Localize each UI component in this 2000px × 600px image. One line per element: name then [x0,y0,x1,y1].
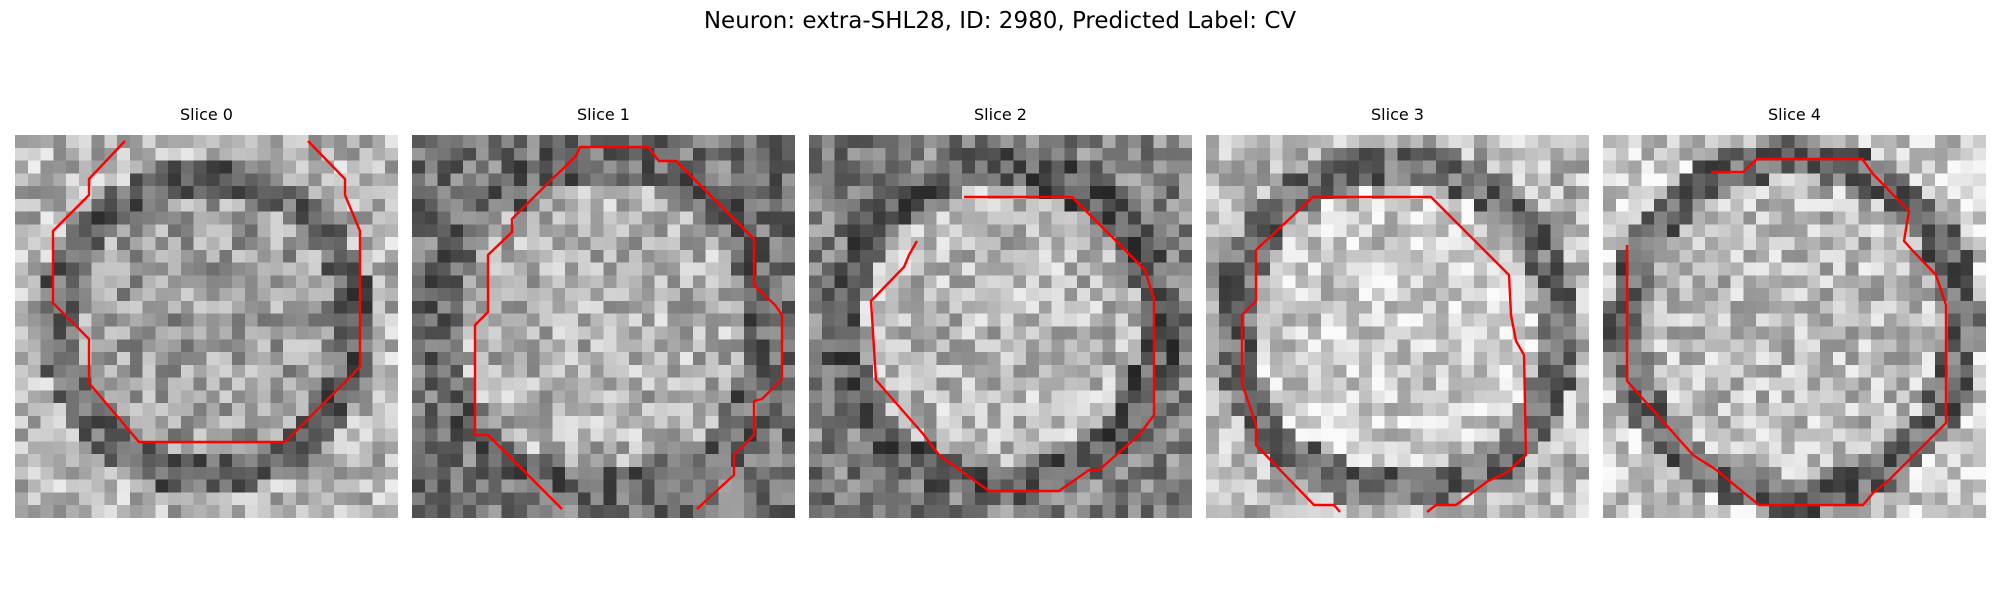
slice-panel-3: Slice 3 [1206,105,1589,518]
roi-contour-1 [473,145,784,510]
roi-contour-4 [1625,157,1948,507]
roi-contour-2 [869,195,1156,493]
slice-panel-4: Slice 4 [1603,105,1986,518]
slice-panel-1: Slice 1 [412,105,795,518]
roi-contour-0 [51,140,362,444]
slice-overlay-4 [1625,157,1948,507]
slice-title-2: Slice 2 [974,105,1027,124]
slice-title-3: Slice 3 [1371,105,1424,124]
slice-panel-2: Slice 2 [809,105,1192,518]
slice-overlay-3 [1240,195,1528,513]
slice-panel-0: Slice 0 [15,105,398,518]
slice-title-0: Slice 0 [180,105,233,124]
roi-contour-3 [1240,195,1528,513]
slice-overlay-1 [473,145,784,510]
slice-image-4 [1603,135,1986,518]
slice-title-1: Slice 1 [577,105,630,124]
slice-title-4: Slice 4 [1768,105,1821,124]
slice-overlay-2 [869,195,1156,493]
slice-image-0 [15,135,398,518]
figure-title: Neuron: extra-SHL28, ID: 2980, Predicted… [703,8,1297,34]
slice-overlay-0 [51,140,362,444]
